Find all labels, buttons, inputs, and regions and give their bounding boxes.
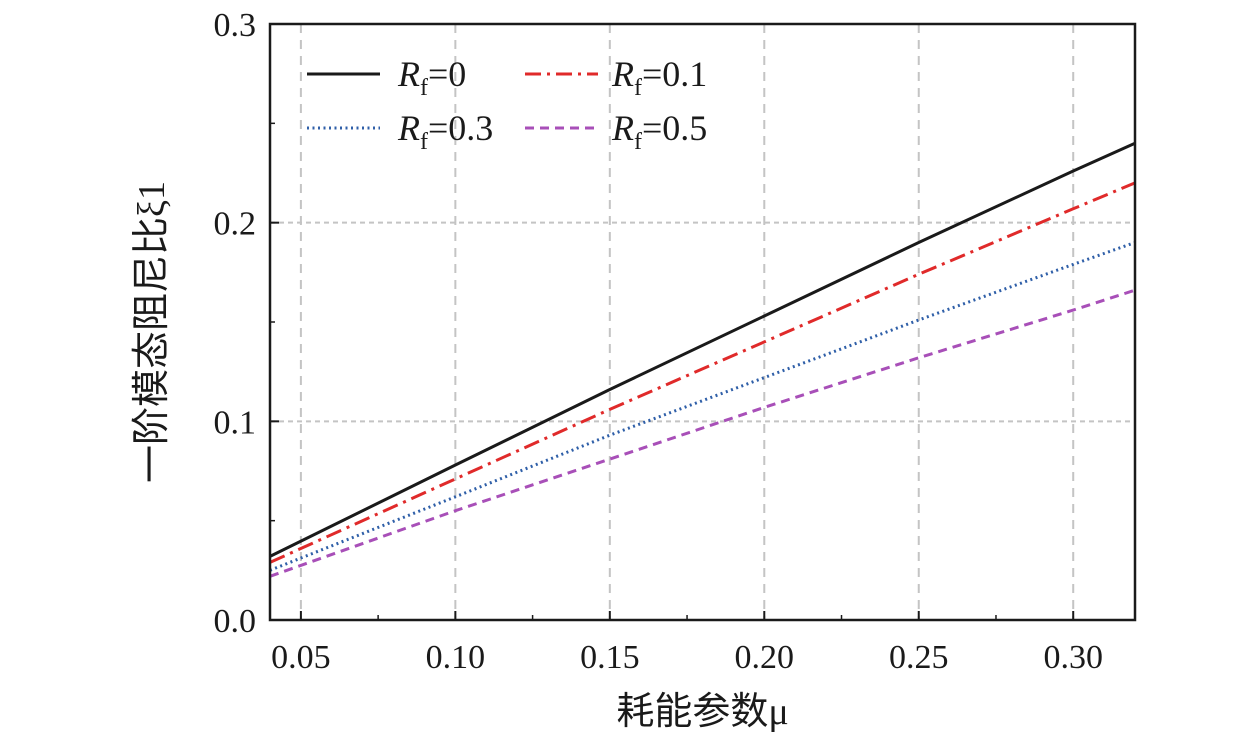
legend-label: Rf=0.5 [611, 108, 707, 155]
series-line [269, 181, 1136, 564]
x-tick-label: 0.25 [889, 639, 949, 676]
y-tick-label: 0.2 [214, 206, 257, 243]
legend-label: Rf=0.1 [611, 54, 707, 101]
x-tick-label: 0.20 [735, 639, 795, 676]
x-tick-label: 0.15 [580, 639, 640, 676]
axis-ticks: 0.05 0.10 0.15 0.20 0.25 0.30 0.0 0.1 0.2 0.3 [214, 7, 1103, 676]
legend: Rf=0 Rf=0.1 Rf=0.3 Rf=0.5 [307, 54, 707, 155]
y-tick-label: 0.0 [214, 603, 257, 640]
legend-label: Rf=0.3 [397, 108, 493, 155]
x-tick-label: 0.10 [426, 639, 486, 676]
series-lines [269, 141, 1136, 578]
x-tick-label: 0.05 [271, 639, 331, 676]
legend-label: Rf=0 [397, 54, 466, 101]
x-tick-label: 0.30 [1043, 639, 1103, 676]
series-line [269, 141, 1136, 558]
y-tick-label: 0.1 [214, 404, 257, 441]
y-tick-label: 0.3 [214, 7, 257, 44]
x-axis-title: 耗能参数μ [616, 691, 788, 733]
series-line [269, 288, 1136, 578]
grid [270, 24, 1135, 620]
series-line [269, 241, 1136, 572]
y-axis-title: 一阶模态阻尼比ξ1 [131, 181, 173, 483]
